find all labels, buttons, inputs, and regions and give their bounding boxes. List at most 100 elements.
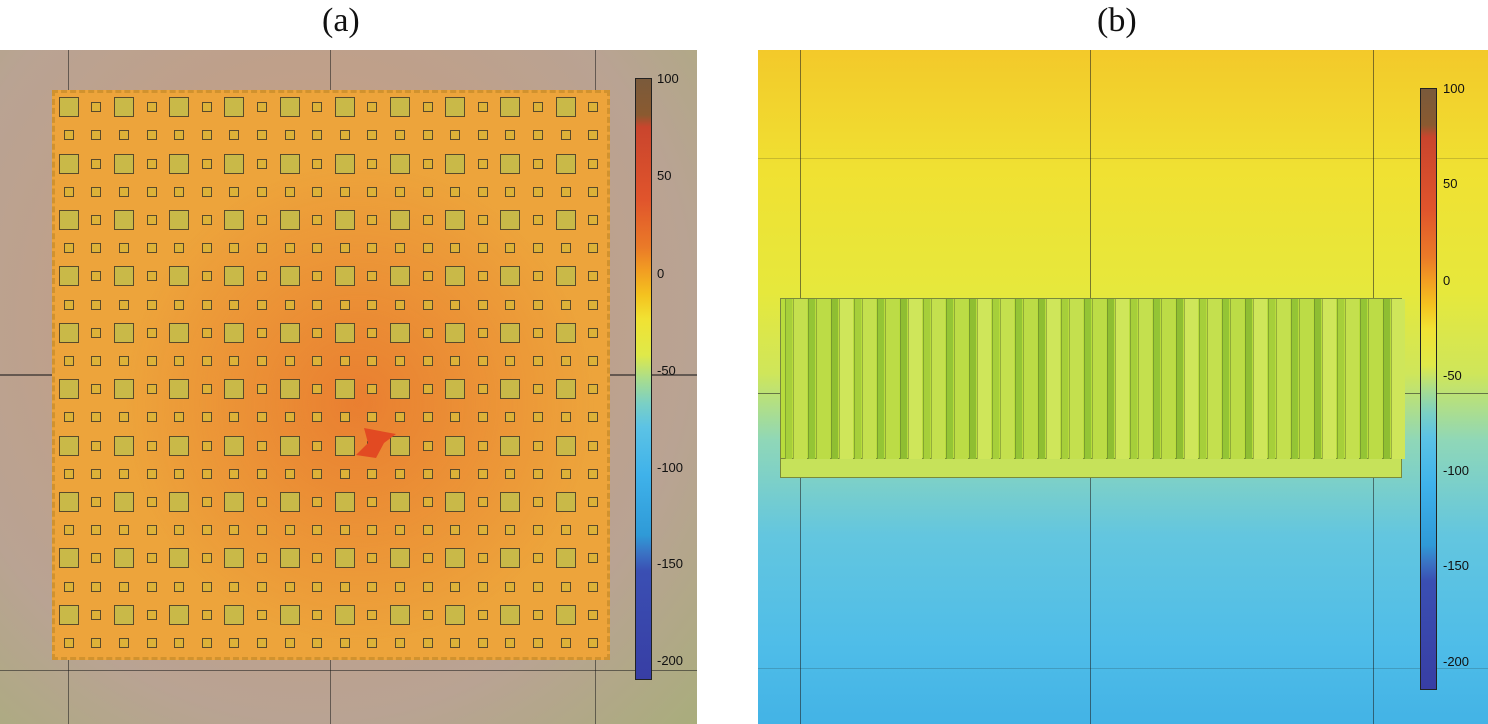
plate-hole <box>119 525 129 536</box>
plate-hole <box>422 355 433 366</box>
plate-hole <box>422 581 433 592</box>
plate-hole <box>395 243 405 254</box>
plate-hole <box>312 327 323 338</box>
plate-hole <box>312 214 323 225</box>
specimen-fin <box>1061 299 1068 459</box>
plate-hole <box>169 604 190 625</box>
plate-hole <box>588 581 599 592</box>
specimen-fin <box>1276 299 1290 459</box>
plate-hole <box>395 581 405 592</box>
specimen-fin <box>1130 299 1137 459</box>
plate-hole <box>312 102 323 113</box>
plate-hole <box>63 186 74 197</box>
colorbar-tick: -150 <box>1443 558 1470 573</box>
plate-hole <box>146 299 157 310</box>
plate-hole <box>477 102 488 113</box>
plate-hole <box>284 581 295 592</box>
plate-hole <box>588 355 599 366</box>
plate-hole <box>279 435 300 456</box>
plate-hole <box>390 435 410 456</box>
plate-hole <box>63 243 74 254</box>
specimen-fin <box>1199 299 1206 459</box>
plate-hole <box>450 637 461 648</box>
plate-hole <box>533 412 543 423</box>
plate-hole <box>201 440 212 451</box>
plate-hole <box>201 327 212 338</box>
plate-hole <box>174 412 185 423</box>
plate-hole <box>224 209 245 230</box>
plate-hole <box>505 525 516 536</box>
panel-a-top-view: 100 50 0 -50 -100 -150 -200 <box>0 50 697 724</box>
plate-hole <box>588 553 599 564</box>
plate-hole <box>284 130 295 141</box>
plate-hole <box>367 186 378 197</box>
plate-hole <box>334 491 355 512</box>
plate-hole <box>477 158 488 169</box>
plate-hole <box>533 525 543 536</box>
plate-hole <box>422 609 433 620</box>
plate-hole <box>174 637 185 648</box>
plate-hole <box>555 491 576 512</box>
plate-hole <box>146 130 157 141</box>
specimen-fin <box>900 299 907 459</box>
plate-hole <box>146 102 157 113</box>
plate-hole <box>257 214 267 225</box>
plate-hole <box>533 158 543 169</box>
plate-hole <box>91 299 102 310</box>
plate-hole <box>367 637 378 648</box>
plate-hole <box>312 525 323 536</box>
plate-hole <box>560 130 571 141</box>
plate-hole <box>201 637 212 648</box>
plate-hole <box>334 548 355 569</box>
plate-hole <box>257 609 267 620</box>
plate-hole <box>114 153 134 174</box>
plate-hole <box>533 271 543 282</box>
plate-hole <box>119 355 129 366</box>
plate-hole <box>560 581 571 592</box>
plate-hole <box>555 435 576 456</box>
plate-hole <box>533 130 543 141</box>
plate-hole <box>588 496 599 507</box>
plate-hole <box>169 379 190 400</box>
plate-hole <box>422 327 433 338</box>
plate-hole <box>201 496 212 507</box>
plate-hole <box>505 355 516 366</box>
plate-hole <box>395 186 405 197</box>
plate-hole <box>201 158 212 169</box>
specimen-fin <box>992 299 999 459</box>
plate-hole <box>560 468 571 479</box>
plate-hole <box>445 209 466 230</box>
specimen-fin <box>1230 299 1244 459</box>
plate-hole <box>445 97 466 118</box>
plate-hole <box>229 243 240 254</box>
specimen-fin <box>1299 299 1313 459</box>
specimen-fin <box>793 299 807 459</box>
plate-hole <box>533 299 543 310</box>
panel-b-side-view: 100 50 0 -50 -100 -150 -200 <box>758 50 1488 724</box>
plate-hole <box>395 130 405 141</box>
plate-hole <box>445 379 466 400</box>
plate-hole <box>284 299 295 310</box>
plate-hole <box>229 637 240 648</box>
plate-hole <box>560 637 571 648</box>
plate-hole <box>119 186 129 197</box>
plate-hole <box>422 637 433 648</box>
specimen-fin <box>1337 299 1344 459</box>
colorbar-tick: -100 <box>1443 463 1470 478</box>
plate-hole <box>367 553 378 564</box>
plate-hole <box>533 468 543 479</box>
specimen-fin <box>1314 299 1321 459</box>
plate-hole <box>284 525 295 536</box>
plate-hole <box>312 130 323 141</box>
plate-hole <box>201 355 212 366</box>
plate-hole <box>339 637 350 648</box>
plate-hole <box>146 243 157 254</box>
plate-hole <box>367 327 378 338</box>
plate-hole <box>201 525 212 536</box>
plate-hole <box>533 327 543 338</box>
plate-hole <box>500 491 521 512</box>
plate-hole <box>505 412 516 423</box>
plate-hole <box>422 384 433 395</box>
plate-hole <box>560 243 571 254</box>
plate-hole <box>588 440 599 451</box>
